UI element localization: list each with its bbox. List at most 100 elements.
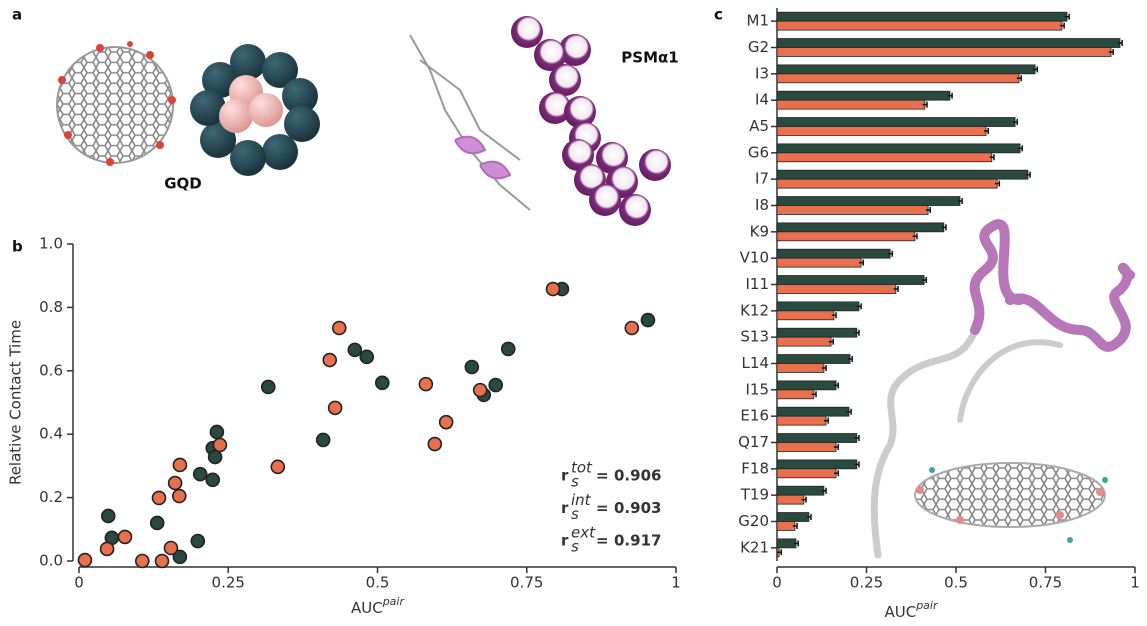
scatter-point (465, 360, 478, 373)
y-tick-label: G2 (748, 38, 769, 56)
bar (777, 39, 1120, 48)
x-tick-label: 0.75 (1029, 574, 1062, 592)
peptide-render (410, 35, 530, 210)
bar-panel: 00.250.50.751AUCpairM1G2I3I4A5G6I7I8K9V1… (738, 8, 1140, 621)
bar (777, 469, 836, 478)
y-tick-label: I4 (755, 91, 769, 109)
scatter-point (169, 477, 182, 490)
annotation-value: 0.917 (614, 532, 661, 550)
scatter-point (155, 555, 168, 568)
y-tick-label: 1.0 (39, 235, 63, 253)
bar (777, 355, 850, 364)
bar (777, 302, 859, 311)
bar (777, 381, 836, 390)
bar (777, 390, 814, 399)
y-tick-label: Q17 (738, 433, 769, 451)
scatter-point (173, 490, 186, 503)
y-tick-label: K9 (750, 222, 769, 240)
axis-title-sup: pair (915, 599, 939, 612)
x-tick-label: 0.25 (212, 574, 245, 592)
bar (777, 416, 826, 425)
bar (777, 12, 1067, 21)
molecule-label: PSMα1 (621, 49, 678, 67)
annotation-op: = (596, 499, 609, 517)
y-tick-label: I11 (745, 275, 769, 293)
bar (777, 486, 824, 495)
scatter-point (118, 530, 131, 543)
bar (777, 460, 857, 469)
x-tick-label: 1 (671, 574, 681, 592)
bar (777, 337, 831, 346)
y-tick-label: L14 (742, 354, 769, 372)
bar (777, 74, 1019, 83)
bar (777, 495, 804, 504)
panel-label: a (12, 6, 22, 24)
bar (777, 153, 992, 162)
panel-label: b (12, 238, 23, 256)
panel-label: c (714, 6, 723, 24)
bar (777, 513, 809, 522)
scatter-point (348, 343, 361, 356)
bar (777, 144, 1020, 153)
bar (777, 276, 924, 285)
x-tick-label: 0.25 (850, 574, 883, 592)
axis-title: Relative Contact Time (7, 320, 25, 485)
y-tick-label: G6 (748, 143, 769, 161)
annotation-sub: s (571, 473, 579, 491)
bar (777, 170, 1028, 179)
bar (777, 48, 1111, 57)
bar (777, 443, 836, 452)
y-tick-label: 0.4 (39, 425, 63, 443)
bar (777, 232, 915, 241)
y-tick-label: K12 (740, 301, 769, 319)
axis-title: AUCpair (351, 595, 405, 617)
x-tick-label: 0 (74, 574, 84, 592)
annotation-value: 0.906 (614, 467, 661, 485)
gqd-beads (190, 44, 320, 176)
scatter-point (210, 425, 223, 438)
scatter-point (333, 322, 346, 335)
y-tick-label: F18 (741, 459, 769, 477)
x-tick-label: 0.75 (510, 574, 543, 592)
annotation-symbol: r (561, 499, 569, 517)
scatter-point (151, 516, 164, 529)
scatter-point (102, 509, 115, 522)
annotation-symbol: r (561, 467, 569, 485)
scatter-point (136, 555, 149, 568)
y-tick-label: I3 (755, 64, 769, 82)
annotation-value: 0.903 (614, 499, 661, 517)
annotation-op: = (596, 532, 609, 550)
y-tick-label: K21 (740, 538, 769, 556)
scatter-point (428, 438, 441, 451)
x-tick-label: 1 (1130, 574, 1140, 592)
y-tick-label: 0.2 (39, 488, 63, 506)
scatter-point (164, 542, 177, 555)
bar (777, 407, 849, 416)
gqd-render (57, 41, 176, 166)
bar (777, 539, 796, 548)
annotation-symbol: r (561, 532, 569, 550)
y-tick-label: A5 (749, 117, 769, 135)
bar (777, 100, 925, 109)
scatter-panel: 0.00.20.40.60.81.000.250.50.751Relative … (7, 235, 681, 617)
scatter-point (78, 554, 91, 567)
y-tick-label: 0.6 (39, 361, 63, 379)
annotation-sub: s (571, 538, 579, 556)
scatter-point (317, 433, 330, 446)
bar (777, 197, 960, 206)
scatter-point (625, 322, 638, 335)
scatter-point (101, 542, 114, 555)
axis-title: AUCpair (884, 599, 938, 621)
y-tick-label: I15 (745, 380, 769, 398)
bar (777, 21, 1062, 30)
scatter-point (440, 416, 453, 429)
scatter-point (502, 342, 515, 355)
scatter-point (419, 378, 432, 391)
scatter-point (213, 438, 226, 451)
scatter-point (271, 460, 284, 473)
scatter-point (206, 473, 219, 486)
y-tick-label: M1 (747, 12, 770, 30)
annotation-sub: s (571, 505, 579, 523)
scatter-point (474, 384, 487, 397)
y-tick-label: 0.8 (39, 298, 63, 316)
